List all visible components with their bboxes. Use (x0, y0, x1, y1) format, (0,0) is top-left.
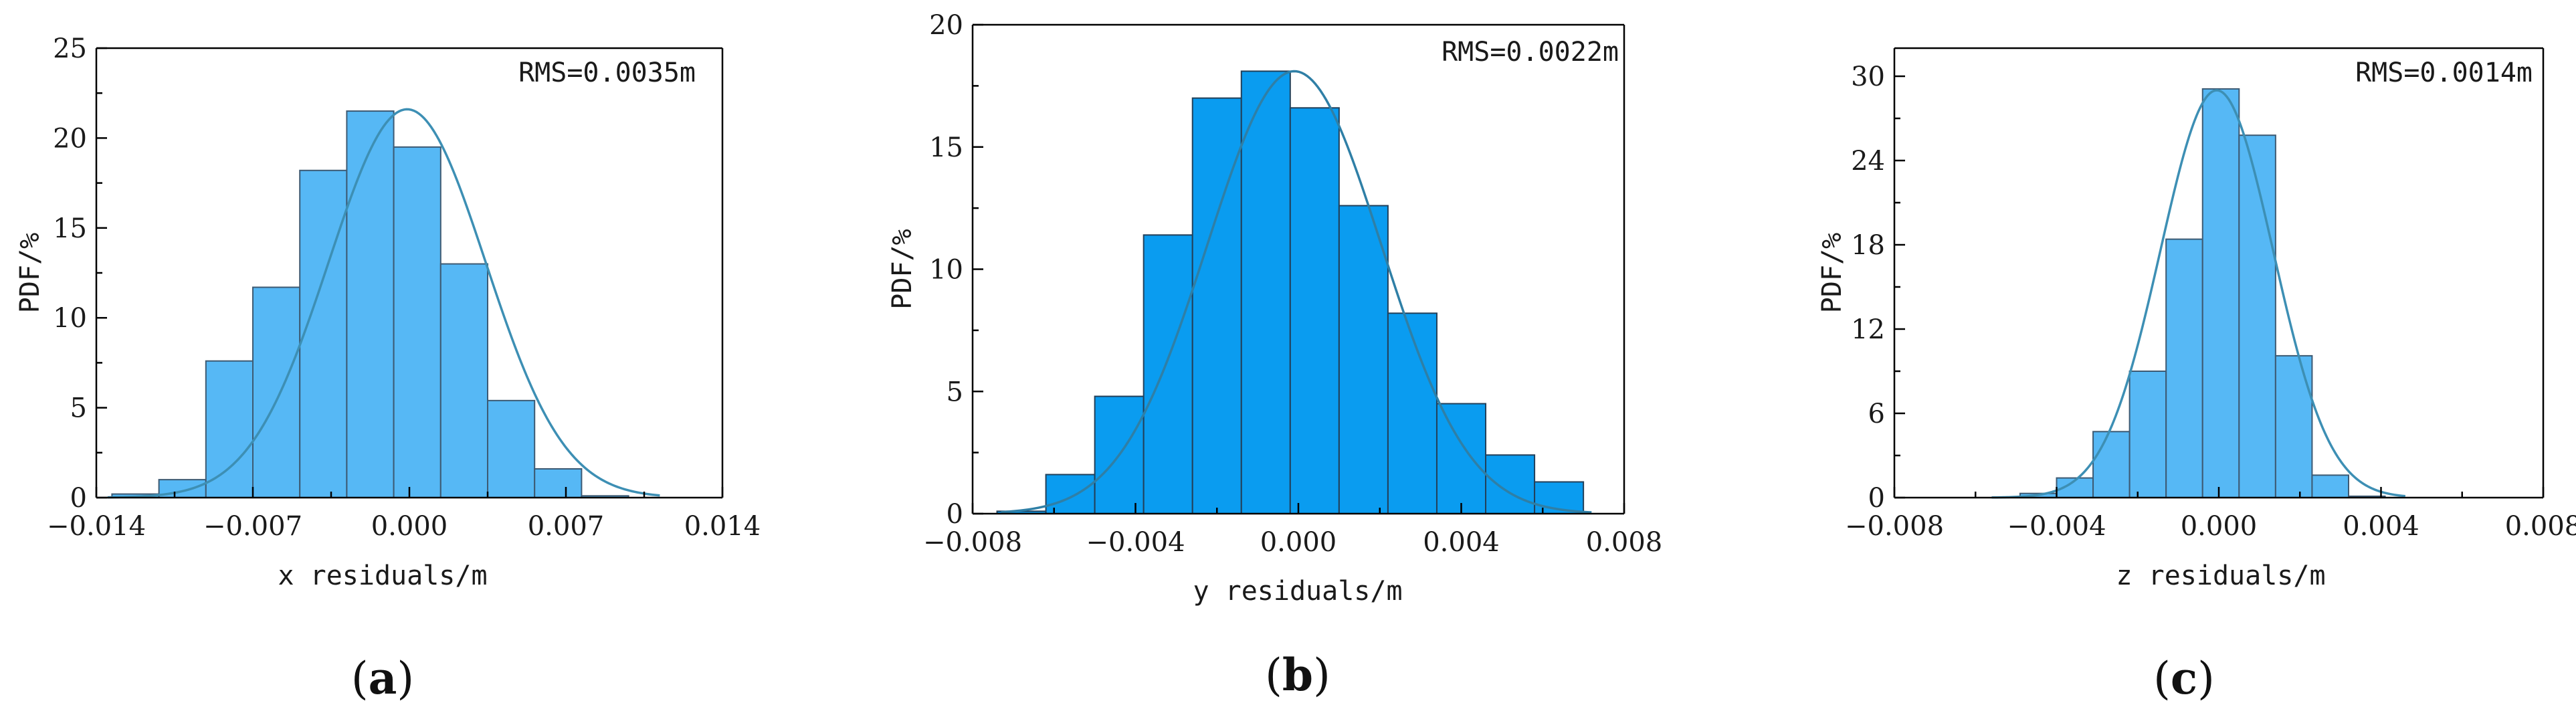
histogram-bar (1143, 234, 1193, 514)
y-tick-label: 15 (929, 132, 963, 163)
y-tick-label: 12 (1851, 314, 1885, 345)
x-tick-label: −0.004 (1086, 527, 1185, 558)
x-tick-label: −0.007 (203, 511, 302, 542)
y-tick-label: 10 (929, 255, 963, 286)
x-tick-label: 0.007 (528, 511, 605, 542)
histogram-bar (346, 110, 395, 498)
rms-annotation: RMS=0.0035m (518, 58, 696, 88)
panel-label-letter: a (369, 652, 397, 704)
x-tick-label: 0.004 (1423, 527, 1500, 558)
panel-label-close-paren: ) (2197, 653, 2215, 704)
normal-fit-curve (1991, 89, 2406, 499)
panel-label-close-paren: ) (1313, 649, 1330, 701)
x-axis-title: x residuals/m (278, 560, 487, 591)
x-tick-label: −0.008 (923, 527, 1022, 558)
panel-label-letter: c (2171, 652, 2197, 704)
panel-label-open-paren: ( (2153, 653, 2171, 704)
panel-label-open-paren: ( (351, 653, 369, 704)
histogram-bar (1485, 454, 1536, 515)
rms-annotation: RMS=0.0022m (1442, 37, 1619, 68)
histogram-bar (393, 146, 441, 498)
rms-annotation: RMS=0.0014m (2355, 58, 2533, 88)
y-axis-title: PDF/% (1817, 233, 1848, 313)
panel-label-open-paren: ( (1265, 649, 1282, 701)
histogram-bar (2165, 238, 2203, 498)
histogram-bar (2238, 134, 2276, 498)
x-tick-label: 0.000 (2181, 511, 2258, 542)
y-tick-label: 0 (70, 483, 87, 514)
x-tick-label: 0.004 (2343, 511, 2419, 542)
histogram-bar (205, 360, 254, 498)
x-tick-label: −0.008 (1845, 511, 1944, 542)
histogram-bar (534, 468, 583, 499)
histogram-bar (1240, 70, 1291, 514)
histogram-bar (1387, 312, 1438, 514)
y-tick-label: 30 (1851, 62, 1885, 92)
histogram-bar (2311, 474, 2349, 499)
histogram-bar (487, 399, 536, 499)
histogram-bar (2274, 354, 2313, 499)
y-tick-label: 6 (1868, 399, 1885, 429)
panel-label-close-paren: ) (397, 653, 414, 704)
y-tick-label: 0 (947, 499, 963, 530)
y-axis-title: PDF/% (15, 233, 45, 313)
y-tick-label: 20 (53, 123, 87, 154)
normal-fit-curve (107, 108, 660, 499)
x-tick-label: −0.004 (2007, 511, 2106, 542)
panel-label-a: (a) (351, 652, 414, 704)
y-tick-label: 15 (53, 213, 87, 244)
x-tick-label: 0.008 (2505, 511, 2576, 542)
chart-panel-a: −0.014 −0.007 0.000 0.007 0.014 0 5 10 15 20 25 RMS… (15, 33, 761, 704)
histogram-bar (2092, 431, 2131, 498)
y-tick-label: 10 (53, 303, 87, 334)
panel-label-b: (b) (1265, 649, 1330, 701)
chart-panel-c: −0.008 −0.004 0.000 0.004 0.008 0 6 12 18 24 30 RMS… (1817, 47, 2576, 704)
histogram-bar (2128, 371, 2167, 498)
histogram-bar (439, 263, 488, 498)
y-tick-label: 20 (929, 10, 963, 41)
histogram-bar (1289, 107, 1340, 514)
x-tick-label: 0.000 (371, 511, 448, 542)
panel-label-letter: b (1282, 649, 1313, 701)
x-axis-title: y residuals/m (1193, 576, 1402, 607)
histogram-bar (1435, 403, 1487, 515)
y-tick-label: 24 (1851, 146, 1885, 177)
chart-panel-b: −0.008 −0.004 0.000 0.004 0.008 0 5 10 15 20 RMS=0… (887, 10, 1662, 701)
y-tick-label: 5 (947, 377, 963, 407)
histogram-bar (299, 169, 348, 498)
panel-label-c: (c) (2153, 652, 2215, 704)
histogram-bar (1191, 97, 1242, 514)
y-tick-label: 25 (53, 33, 87, 64)
x-tick-label: 0.008 (1586, 527, 1663, 558)
histogram-bar (2201, 88, 2240, 498)
histogram-bar (1338, 205, 1389, 514)
x-tick-label: 0.014 (684, 511, 761, 542)
normal-fit-curve (1001, 70, 1592, 514)
x-tick-label: −0.014 (47, 511, 146, 542)
x-tick-label: 0.000 (1260, 527, 1337, 558)
y-axis-title: PDF/% (887, 229, 918, 309)
y-tick-label: 5 (70, 393, 87, 424)
y-tick-label: 0 (1868, 483, 1885, 514)
x-axis-title: z residuals/m (2116, 560, 2325, 591)
histogram-bar (252, 286, 301, 498)
y-tick-label: 18 (1851, 230, 1885, 261)
